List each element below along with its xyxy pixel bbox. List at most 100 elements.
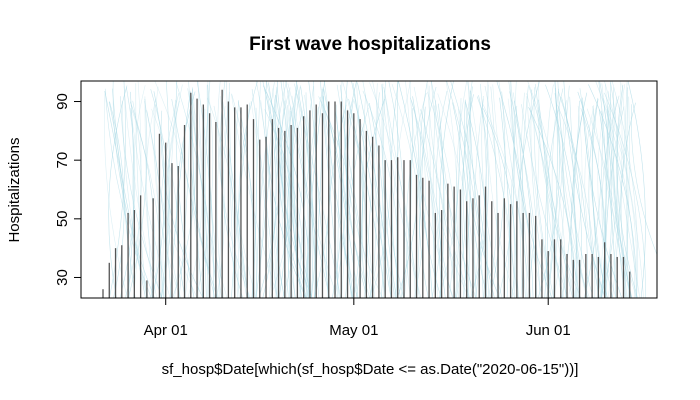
texture-fiber bbox=[294, 83, 341, 298]
texture-fiber bbox=[260, 99, 278, 298]
texture-fiber bbox=[145, 99, 162, 298]
texture-fiber bbox=[546, 84, 565, 298]
texture-fiber bbox=[313, 81, 330, 298]
texture-fiber bbox=[120, 96, 163, 298]
y-tick-label: 70 bbox=[54, 152, 71, 169]
texture-fiber bbox=[526, 93, 567, 298]
texture-fiber bbox=[263, 85, 310, 298]
texture-fiber bbox=[154, 81, 200, 298]
texture-fiber bbox=[192, 89, 203, 298]
texture-fiber bbox=[403, 81, 412, 298]
x-tick-label: Jun 01 bbox=[526, 322, 571, 339]
texture-fiber bbox=[213, 105, 225, 298]
texture-fiber bbox=[206, 84, 222, 298]
texture-fiber bbox=[334, 84, 347, 298]
texture-fiber bbox=[621, 83, 628, 298]
y-axis-label: Hospitalizations bbox=[6, 137, 23, 242]
texture-fiber bbox=[600, 82, 619, 298]
texture-fiber bbox=[431, 81, 477, 298]
texture-fiber bbox=[342, 82, 386, 298]
texture-fiber bbox=[268, 82, 291, 298]
texture-fiber bbox=[605, 106, 610, 298]
texture-fiber bbox=[132, 85, 149, 298]
texture-fiber bbox=[122, 101, 148, 298]
texture-fiber bbox=[250, 100, 273, 298]
texture-fiber bbox=[166, 100, 181, 298]
texture-fiber bbox=[573, 108, 589, 298]
texture-fiber bbox=[547, 81, 558, 298]
texture-fiber bbox=[519, 92, 525, 298]
texture-fiber bbox=[527, 81, 540, 298]
texture-fiber bbox=[455, 81, 468, 298]
texture-fiber bbox=[418, 86, 437, 298]
texture-fiber bbox=[598, 109, 617, 298]
texture-fiber bbox=[176, 91, 196, 298]
texture-fiber bbox=[513, 92, 525, 298]
texture-fiber bbox=[109, 101, 125, 298]
texture-fiber bbox=[580, 108, 606, 298]
texture-fiber bbox=[255, 95, 276, 298]
texture-fiber bbox=[411, 100, 443, 298]
texture-fiber bbox=[419, 81, 442, 298]
texture-fiber bbox=[274, 87, 291, 298]
x-tick-label: Apr 01 bbox=[144, 322, 188, 339]
texture-fiber bbox=[231, 94, 279, 298]
texture-fiber bbox=[285, 81, 331, 298]
texture-fiber bbox=[433, 105, 459, 298]
texture-fiber bbox=[545, 88, 564, 298]
texture-fiber bbox=[430, 81, 444, 298]
texture-fiber bbox=[153, 104, 198, 298]
texture-fiber bbox=[275, 90, 290, 298]
texture-fiber bbox=[144, 96, 153, 298]
texture-fiber bbox=[300, 85, 314, 298]
texture-fiber bbox=[357, 82, 392, 298]
texture-fiber bbox=[369, 81, 384, 298]
texture-fiber bbox=[238, 81, 258, 298]
texture-fiber bbox=[499, 97, 511, 298]
texture-fiber bbox=[435, 90, 453, 298]
texture-fiber bbox=[369, 102, 385, 298]
texture-fiber bbox=[448, 98, 462, 298]
texture-fiber bbox=[256, 82, 275, 298]
texture-fiber bbox=[427, 84, 471, 298]
texture-fiber bbox=[128, 98, 148, 298]
texture-fiber bbox=[535, 84, 573, 298]
texture-fiber bbox=[251, 89, 278, 298]
texture-fiber bbox=[178, 109, 191, 298]
texture-fiber bbox=[529, 107, 575, 298]
texture-fiber bbox=[483, 108, 516, 298]
texture-fiber bbox=[611, 81, 638, 298]
texture-fiber bbox=[439, 81, 454, 298]
texture-fiber bbox=[605, 84, 628, 298]
texture-fiber bbox=[413, 86, 426, 298]
texture-fiber bbox=[169, 91, 191, 298]
texture-fiber bbox=[445, 81, 459, 298]
texture-fiber bbox=[489, 91, 506, 298]
texture-fiber bbox=[363, 94, 373, 298]
texture-fiber bbox=[235, 99, 248, 298]
texture-fiber bbox=[146, 110, 172, 298]
texture-fiber bbox=[276, 106, 291, 298]
texture-fiber bbox=[362, 90, 399, 298]
x-axis: Apr 01 May 01 Jun 01 bbox=[144, 297, 571, 339]
texture-fiber bbox=[528, 106, 577, 298]
texture-fiber bbox=[131, 109, 162, 298]
texture-fiber bbox=[469, 90, 495, 298]
texture-fiber bbox=[353, 98, 384, 298]
y-tick-label: 90 bbox=[54, 93, 71, 110]
texture-fiber bbox=[108, 85, 128, 298]
texture-fiber bbox=[507, 98, 544, 298]
texture-fiber bbox=[135, 83, 147, 298]
texture-fiber bbox=[599, 81, 613, 298]
texture-fiber bbox=[562, 100, 590, 298]
texture-fiber bbox=[557, 104, 596, 298]
texture-fiber bbox=[557, 81, 594, 298]
chart-title: First wave hospitalizations bbox=[249, 34, 491, 55]
texture-fiber bbox=[383, 86, 420, 298]
texture-fiber bbox=[606, 91, 632, 298]
texture-fiber bbox=[104, 90, 146, 298]
texture-fiber bbox=[127, 91, 134, 298]
y-axis: 30 50 70 90 bbox=[54, 93, 82, 286]
texture-fiber bbox=[624, 96, 630, 298]
